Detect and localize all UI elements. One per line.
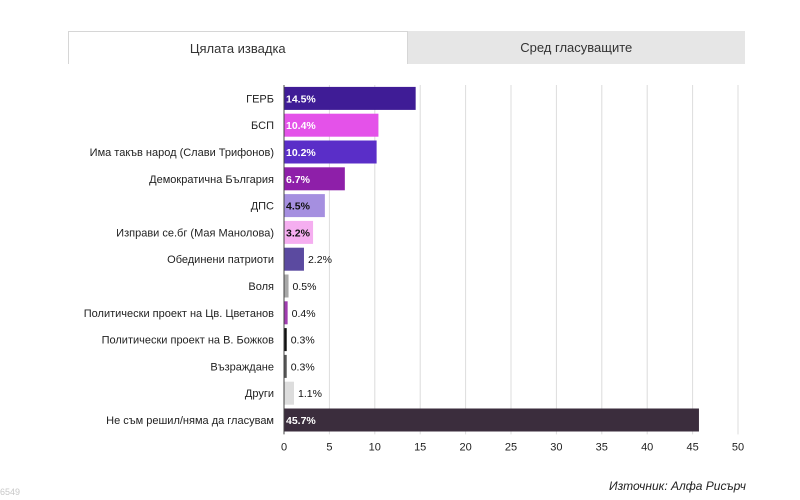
x-tick-label: 25: [505, 441, 517, 453]
tab-among-voters[interactable]: Сред гласуващите: [520, 40, 633, 55]
category-label: ДПС: [251, 201, 274, 213]
category-label: Политически проект на Цв. Цветанов: [84, 308, 274, 320]
bar: [284, 381, 294, 405]
bar: [284, 328, 287, 352]
x-tick-label: 5: [326, 441, 332, 453]
data-label: 6.7%: [286, 174, 311, 186]
category-label: Има такъв народ (Слави Трифонов): [90, 147, 274, 159]
x-tick-label: 10: [369, 441, 381, 453]
category-label: Възраждане: [210, 361, 274, 373]
data-label: 0.3%: [291, 335, 315, 347]
category-label: ГЕРБ: [246, 93, 274, 105]
bar: [284, 86, 416, 110]
bar: [284, 113, 379, 137]
x-tick-label: 15: [414, 441, 426, 453]
data-label: 14.5%: [286, 93, 316, 105]
tab-whole-sample[interactable]: Цялата извадка: [68, 31, 408, 64]
x-tick-label: 50: [732, 441, 744, 453]
x-tick-label: 20: [459, 441, 471, 453]
x-tick-label: 0: [281, 441, 287, 453]
category-label: Демократична България: [149, 174, 274, 186]
bar: [284, 354, 287, 378]
bar: [284, 301, 288, 325]
bar: [284, 408, 699, 432]
bar: [284, 247, 304, 271]
data-label: 0.4%: [292, 308, 316, 320]
tab-bar: Цялата извадка Сред гласуващите: [68, 31, 745, 64]
bar: [284, 274, 289, 298]
source-note: Източник: Алфа Рисърч: [609, 479, 746, 493]
x-tick-label: 35: [596, 441, 608, 453]
category-label: Воля: [248, 281, 274, 293]
category-label: Изправи се.бг (Мая Манолова): [116, 227, 274, 239]
data-label: 2.2%: [308, 254, 332, 266]
x-tick-label: 30: [550, 441, 562, 453]
bar: [284, 167, 345, 191]
data-label: 1.1%: [298, 388, 322, 400]
category-label: Други: [245, 388, 274, 400]
x-tick-label: 40: [641, 441, 653, 453]
category-label: Политически проект на В. Божков: [102, 335, 275, 347]
category-label: БСП: [251, 120, 274, 132]
x-tick-label: 45: [686, 441, 698, 453]
data-label: 45.7%: [286, 415, 316, 427]
data-label: 10.4%: [286, 120, 316, 132]
data-label: 0.3%: [291, 361, 315, 373]
data-label: 3.2%: [286, 227, 311, 239]
data-label: 4.5%: [286, 201, 311, 213]
bar: [284, 140, 377, 164]
corner-id: 6549: [0, 487, 21, 497]
data-label: 10.2%: [286, 147, 316, 159]
category-label: Обединени патриоти: [167, 254, 274, 266]
category-label: Не съм решил/няма да гласувам: [106, 415, 274, 427]
bar: [284, 220, 314, 244]
data-label: 0.5%: [293, 281, 317, 293]
bar: [284, 194, 325, 218]
